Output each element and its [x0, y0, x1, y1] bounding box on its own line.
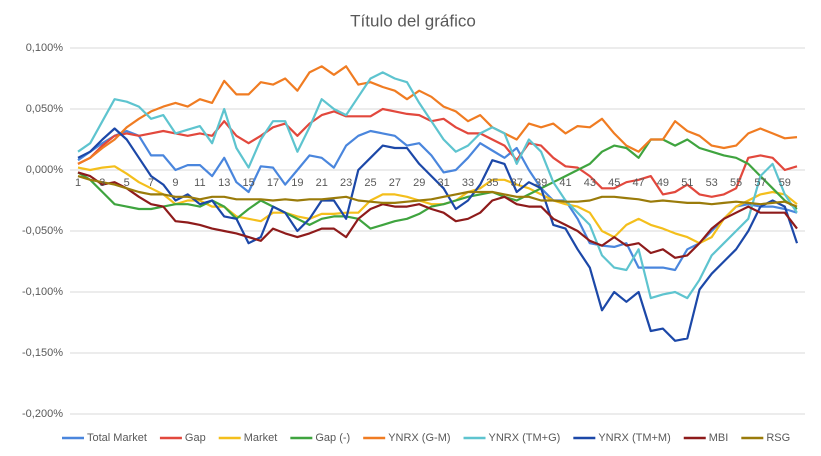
- y-tick-label: 0,050%: [26, 103, 64, 115]
- y-tick-label: 0,100%: [26, 42, 64, 54]
- x-tick-label: 25: [364, 177, 376, 189]
- x-tick-label: 59: [779, 177, 791, 189]
- x-tick-label: 41: [559, 177, 571, 189]
- y-tick-label: 0,000%: [26, 164, 64, 176]
- x-tick-label: 35: [486, 177, 498, 189]
- legend-label: YNRX (TM+M): [598, 432, 670, 444]
- series-line: [77, 71, 798, 300]
- series-line: [77, 107, 798, 198]
- series-line: [77, 138, 798, 230]
- x-tick-label: 29: [413, 177, 425, 189]
- x-tick-label: 13: [218, 177, 230, 189]
- chart-title: Título del gráfico: [350, 11, 476, 30]
- x-tick-label: 37: [511, 177, 523, 189]
- x-tick-label: 15: [242, 177, 254, 189]
- x-tick-label: 21: [316, 177, 328, 189]
- x-tick-label: 17: [267, 177, 279, 189]
- x-tick-label: 49: [657, 177, 669, 189]
- legend-label: YNRX (G-M): [388, 432, 450, 444]
- x-tick-label: 33: [462, 177, 474, 189]
- x-tick-label: 39: [535, 177, 547, 189]
- y-tick-label: -0,150%: [22, 347, 63, 359]
- x-tick-label: 57: [754, 177, 766, 189]
- legend-label: Gap: [185, 432, 206, 444]
- legend-label: Market: [244, 432, 278, 444]
- x-tick-label: 31: [437, 177, 449, 189]
- x-tick-label: 45: [608, 177, 620, 189]
- x-tick-label: 55: [730, 177, 742, 189]
- y-tick-label: -0,100%: [22, 286, 63, 298]
- series-line: [77, 171, 798, 259]
- x-tick-label: 53: [706, 177, 718, 189]
- x-tick-label: 27: [389, 177, 401, 189]
- legend-label: MBI: [709, 432, 729, 444]
- x-tick-label: 47: [632, 177, 644, 189]
- x-tick-label: 19: [291, 177, 303, 189]
- x-tick-label: 43: [584, 177, 596, 189]
- x-tick-label: 3: [99, 177, 105, 189]
- x-tick-label: 51: [681, 177, 693, 189]
- x-tick-label: 5: [124, 177, 130, 189]
- x-tick-label: 1: [75, 177, 81, 189]
- series-line: [77, 165, 798, 245]
- x-tick-label: 23: [340, 177, 352, 189]
- legend-label: Gap (-): [315, 432, 350, 444]
- x-tick-label: 9: [172, 177, 178, 189]
- series-line: [77, 129, 798, 272]
- series-line: [77, 127, 799, 342]
- x-tick-label: 11: [194, 177, 205, 189]
- y-tick-label: -0,200%: [22, 408, 63, 420]
- series-line: [77, 175, 798, 208]
- y-tick-label: -0,050%: [22, 225, 63, 237]
- x-tick-label: 7: [148, 177, 154, 189]
- series-line: [77, 65, 798, 165]
- legend-label: RSG: [766, 432, 790, 444]
- legend-label: YNRX (TM+G): [489, 432, 561, 444]
- legend-label: Total Market: [87, 432, 147, 444]
